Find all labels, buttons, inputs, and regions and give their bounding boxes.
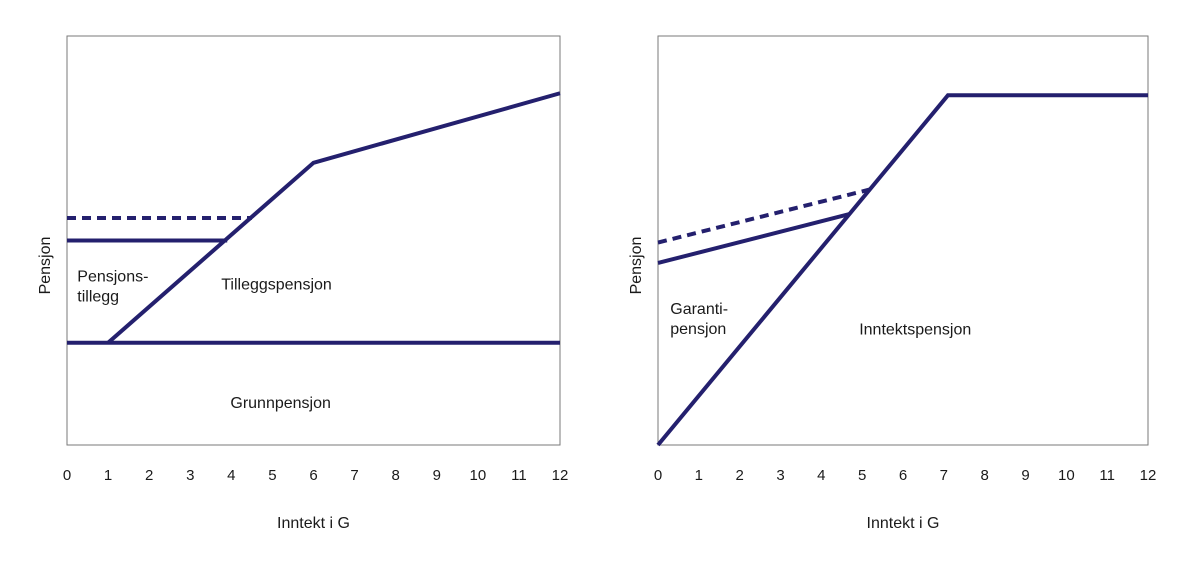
x-tick-label: 1 <box>695 467 703 484</box>
x-tick-label: 8 <box>980 467 988 484</box>
x-tick-label: 10 <box>1058 467 1075 484</box>
x-tick-label: 11 <box>1099 467 1115 484</box>
x-tick-label: 12 <box>1140 467 1157 484</box>
x-axis-title: Inntekt i G <box>867 515 940 532</box>
x-tick-label: 9 <box>1021 467 1029 484</box>
y-axis-title: Pensjon <box>37 237 54 295</box>
x-tick-label: 7 <box>350 467 358 484</box>
x-tick-label: 4 <box>227 467 235 484</box>
x-tick-label: 1 <box>104 467 112 484</box>
x-tick-label: 5 <box>858 467 866 484</box>
region-label-line: pensjon <box>670 321 726 338</box>
region-label-line: tillegg <box>77 288 119 305</box>
x-tick-label: 0 <box>654 467 662 484</box>
x-tick-label: 5 <box>268 467 276 484</box>
region-label: Tilleggspensjon <box>221 277 332 294</box>
region-label: Grunnpensjon <box>230 395 331 412</box>
x-tick-label: 12 <box>552 467 569 484</box>
y-axis-title: Pensjon <box>628 237 645 295</box>
x-tick-label: 4 <box>817 467 825 484</box>
plot-frame <box>657 35 1149 446</box>
series-line-2 <box>106 91 561 345</box>
x-tick-label: 3 <box>776 467 784 484</box>
x-tick-label: 7 <box>940 467 948 484</box>
region-label: Inntektspensjon <box>859 322 971 339</box>
x-tick-label: 11 <box>511 467 527 484</box>
region-label-line: Garanti- <box>670 301 728 318</box>
region-label-line: Tilleggspensjon <box>221 277 332 294</box>
x-tick-label: 10 <box>469 467 486 484</box>
region-label-line: Inntektspensjon <box>859 322 971 339</box>
region-label-line: Pensjons- <box>77 268 148 285</box>
x-tick-label: 2 <box>145 467 153 484</box>
x-tick-label: 2 <box>735 467 743 484</box>
x-tick-label: 0 <box>63 467 71 484</box>
x-tick-label: 6 <box>309 467 317 484</box>
region-label: Pensjons-tillegg <box>77 268 148 305</box>
x-tick-label: 3 <box>186 467 194 484</box>
region-label-line: Grunnpensjon <box>230 395 331 412</box>
x-tick-label: 8 <box>391 467 399 484</box>
x-tick-label: 6 <box>899 467 907 484</box>
series-line-1 <box>656 93 1148 447</box>
x-axis-title: Inntekt i G <box>277 515 350 532</box>
series-line-2 <box>657 211 851 265</box>
x-tick-label: 9 <box>433 467 441 484</box>
region-label: Garanti-pensjon <box>670 301 728 338</box>
series-line-3 <box>657 187 871 245</box>
